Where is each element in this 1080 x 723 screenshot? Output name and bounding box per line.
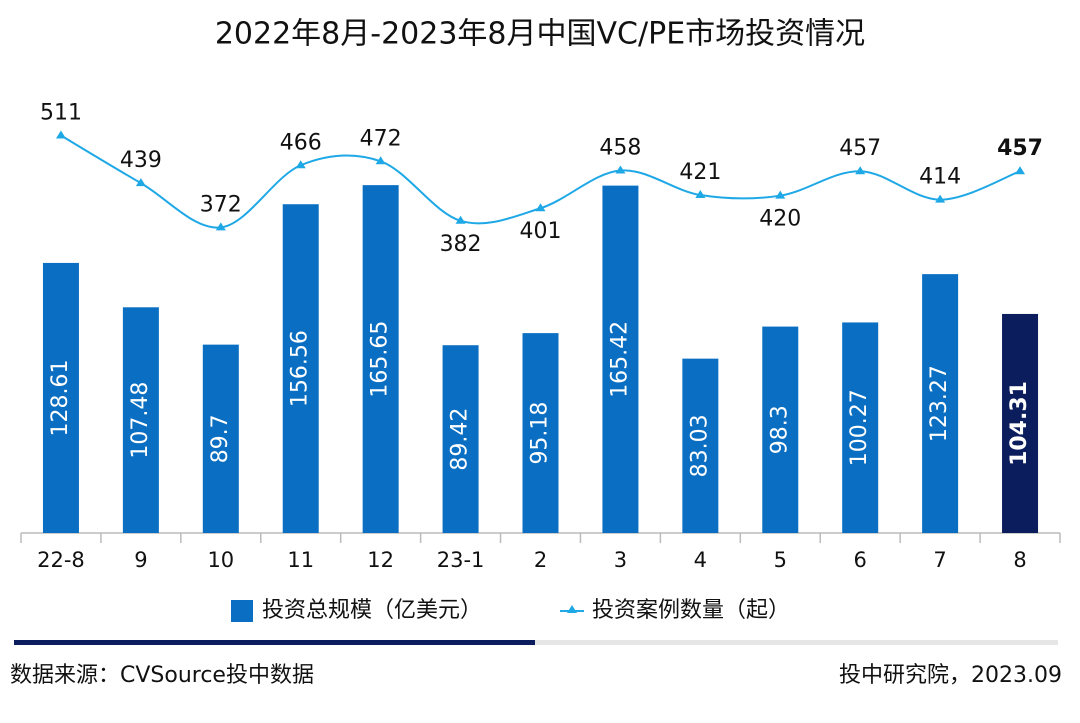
- line-marker: [55, 130, 66, 139]
- x-tick-label: 22-8: [37, 548, 85, 572]
- line-value-label: 401: [520, 219, 562, 244]
- line-marker: [1015, 166, 1026, 175]
- bar: [922, 274, 959, 533]
- line-marker: [615, 165, 626, 174]
- line-marker: [535, 203, 546, 212]
- legend-marker: [567, 605, 577, 613]
- x-tick-label: 7: [933, 548, 946, 572]
- line-marker: [695, 190, 706, 199]
- source: 数据来源：CVSource投中数据: [10, 663, 314, 688]
- x-tick-label: 10: [207, 548, 234, 572]
- bar: [122, 307, 159, 533]
- bar: [842, 322, 879, 533]
- line-marker: [775, 190, 786, 199]
- bar-value-label: 107.48: [128, 382, 153, 459]
- bar: [762, 326, 799, 533]
- bar-value-label: 83.03: [687, 414, 712, 477]
- bar: [282, 204, 319, 533]
- bar-value-label: 89.7: [208, 414, 233, 463]
- bar: [522, 333, 559, 533]
- legend-swatch: [231, 600, 253, 622]
- bar-value-label: 123.27: [927, 365, 952, 442]
- bar: [442, 345, 479, 533]
- bar: [42, 262, 79, 533]
- bar-value-label: 165.65: [368, 321, 393, 398]
- line-value-label: 466: [280, 130, 322, 155]
- x-tick-label: 2: [534, 548, 547, 572]
- line-marker: [935, 194, 946, 203]
- line-value-label: 472: [360, 126, 402, 151]
- x-tick-label: 12: [367, 548, 394, 572]
- chart-title: 2022年8月-2023年8月中国VC/PE市场投资情况: [215, 17, 865, 52]
- legend: 投资总规模（亿美元） 投资案例数量（起）: [231, 598, 790, 623]
- bar-value-label: 104.31: [1007, 381, 1032, 466]
- bar-value-label: 98.3: [767, 405, 792, 454]
- bar-value-label: 128.61: [48, 359, 73, 436]
- line-value-label: 439: [120, 148, 162, 173]
- line-value-label: 420: [759, 207, 801, 232]
- line-value-label: 372: [200, 192, 242, 217]
- bar-value-label: 89.42: [448, 408, 473, 471]
- bar-value-label: 95.18: [528, 402, 553, 465]
- divider: [535, 640, 1058, 645]
- divider: [14, 640, 535, 645]
- credit: 投中研究院，2023.09: [839, 663, 1062, 688]
- x-tick-label: 9: [134, 548, 147, 572]
- bar-value-label: 100.27: [847, 389, 872, 466]
- bar: [362, 185, 399, 533]
- x-tick-label: 11: [287, 548, 314, 572]
- bar: [682, 358, 719, 533]
- legend-label: 投资总规模（亿美元）: [262, 598, 482, 623]
- x-tick-label: 8: [1013, 548, 1026, 572]
- line-value-label: 421: [679, 160, 721, 185]
- bar-value-label: 156.56: [288, 330, 313, 407]
- line-value-label: 457: [839, 136, 881, 161]
- x-tick-label: 5: [774, 548, 787, 572]
- line-marker: [295, 160, 306, 169]
- line-marker: [855, 166, 866, 175]
- bar: [602, 185, 639, 534]
- line-marker: [215, 222, 226, 231]
- x-tick-label: 3: [614, 548, 627, 572]
- bar-value-label: 165.42: [607, 321, 632, 398]
- line-marker: [135, 178, 146, 187]
- line-value-label: 457: [997, 136, 1043, 161]
- legend-label: 投资案例数量（起）: [592, 598, 790, 623]
- x-tick-label: 4: [694, 548, 707, 572]
- x-tick-label: 6: [854, 548, 867, 572]
- line-marker: [375, 156, 386, 165]
- line-value-label: 382: [440, 232, 482, 257]
- line-value-label: 511: [40, 100, 82, 125]
- line-marker: [455, 215, 466, 224]
- bar: [202, 344, 239, 533]
- x-tick-label: 23-1: [437, 548, 485, 572]
- line-value-label: 458: [599, 136, 641, 161]
- bar: [1002, 313, 1039, 533]
- line-value-label: 414: [919, 165, 961, 190]
